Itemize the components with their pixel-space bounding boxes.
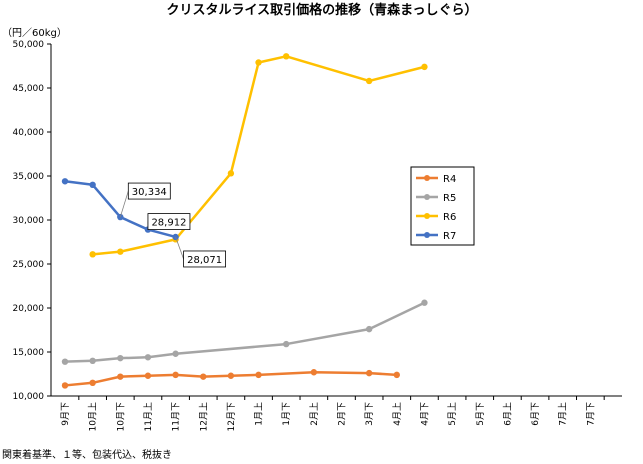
y-tick-label: 10,000 xyxy=(13,392,45,402)
data-point-r5 xyxy=(89,357,96,364)
series-line-r5 xyxy=(63,301,426,363)
annotation-box xyxy=(147,213,191,230)
data-point-r4 xyxy=(61,382,69,389)
y-tick-label: 30,000 xyxy=(13,216,45,226)
data-point-r6 xyxy=(421,63,428,71)
annotation-box xyxy=(183,250,227,268)
y-tick-label: 50,000 xyxy=(13,40,45,50)
data-point-r4 xyxy=(255,371,262,379)
data-point-r5 xyxy=(144,354,152,361)
data-point-r6 xyxy=(89,251,96,258)
legend-label-r6: R6 xyxy=(443,212,456,223)
x-tick-label: 6月下 xyxy=(530,402,541,426)
data-point-r4 xyxy=(200,373,207,380)
data-point-r4 xyxy=(172,371,179,379)
x-tick-label: 9月下 xyxy=(60,402,71,426)
y-tick-label: 35,000 xyxy=(13,172,45,182)
y-unit-label: （円／60kg） xyxy=(2,27,67,39)
legend-label-r7: R7 xyxy=(443,231,456,242)
x-tick-label: 11月下 xyxy=(171,402,182,431)
axes xyxy=(50,44,622,397)
data-point-r5 xyxy=(117,354,124,362)
x-tick-label: 6月上 xyxy=(502,402,513,426)
data-point-r4 xyxy=(89,379,96,386)
data-point-r6 xyxy=(365,77,373,85)
data-point-r5 xyxy=(365,325,373,333)
annotation-leader xyxy=(119,190,129,218)
series-lines xyxy=(63,55,426,387)
annotation-label: 30,334 xyxy=(132,187,167,198)
x-tick-label: 12月下 xyxy=(226,402,237,431)
x-tick-label: 3月下 xyxy=(364,402,375,426)
legend-marker-r4 xyxy=(424,175,430,181)
x-tick-label: 1月上 xyxy=(254,402,265,426)
y-tick-label: 45,000 xyxy=(13,84,45,94)
legend: R4 R5 R6 R7 xyxy=(410,166,475,246)
legend-marker-r7 xyxy=(424,232,430,238)
annotation-leader xyxy=(175,236,184,260)
legend-label-r5: R5 xyxy=(443,193,456,204)
data-point-r4 xyxy=(393,371,400,379)
data-point-r5 xyxy=(172,350,179,357)
x-tick-label: 11月上 xyxy=(143,402,154,431)
data-point-r4 xyxy=(227,372,235,379)
data-point-r6 xyxy=(255,59,262,66)
data-point-r5 xyxy=(61,358,69,365)
series-line-r6 xyxy=(91,55,426,256)
legend-marker-r6 xyxy=(424,213,430,219)
y-tick-label: 25,000 xyxy=(13,260,45,270)
data-point-r5 xyxy=(421,299,428,306)
y-tick-label: 20,000 xyxy=(13,304,45,314)
y-tick-label: 40,000 xyxy=(13,128,45,138)
chart-title: クリスタルライス取引価格の推移（青森まっしぐら） xyxy=(166,2,477,18)
x-tick-label: 10月上 xyxy=(88,402,99,431)
x-tick-label: 10月下 xyxy=(115,402,126,431)
data-point-r4 xyxy=(310,369,318,376)
x-tick-label: 5月上 xyxy=(447,402,458,426)
data-point-r4 xyxy=(144,372,152,379)
data-point-r7 xyxy=(89,181,96,188)
x-ticks: 9月下 10月上 10月下 11月上 11月下 12月上 12月下 1月上 1月下 2月上 2月下 3… xyxy=(60,396,605,431)
x-tick-label: 4月上 xyxy=(392,402,403,426)
x-tick-label: 7月上 xyxy=(558,402,569,426)
data-point-r6 xyxy=(117,248,124,255)
x-tick-label: 1月下 xyxy=(281,402,292,426)
x-tick-label: 4月下 xyxy=(419,402,430,426)
x-tick-label: 12月上 xyxy=(198,402,209,431)
annotations: 30,334 28,912 28,071 xyxy=(119,182,227,268)
series-points xyxy=(61,53,428,389)
data-point-r4 xyxy=(365,369,373,377)
x-tick-label: 5月下 xyxy=(475,402,486,426)
y-ticks: 10,000 15,000 20,000 25,000 30,000 35,000 40,0… xyxy=(13,40,51,402)
data-point-r5 xyxy=(283,340,290,348)
legend-box xyxy=(410,166,475,246)
footnote: 関東着基準、１等、包装代込、税抜き xyxy=(2,448,172,461)
x-tick-label: 2月上 xyxy=(309,402,320,426)
annotation-label: 28,071 xyxy=(187,255,222,266)
legend-marker-r5 xyxy=(424,194,430,200)
data-point-r6 xyxy=(283,53,290,60)
data-point-r4 xyxy=(117,373,124,380)
data-point-r6 xyxy=(227,170,235,177)
annotation-label: 28,912 xyxy=(151,218,186,229)
x-tick-label: 7月下 xyxy=(585,402,596,426)
annotation-box xyxy=(127,182,171,200)
data-point-r7 xyxy=(61,178,69,185)
legend-label-r4: R4 xyxy=(443,174,456,185)
y-tick-label: 15,000 xyxy=(13,348,45,358)
x-tick-label: 2月下 xyxy=(337,402,348,426)
